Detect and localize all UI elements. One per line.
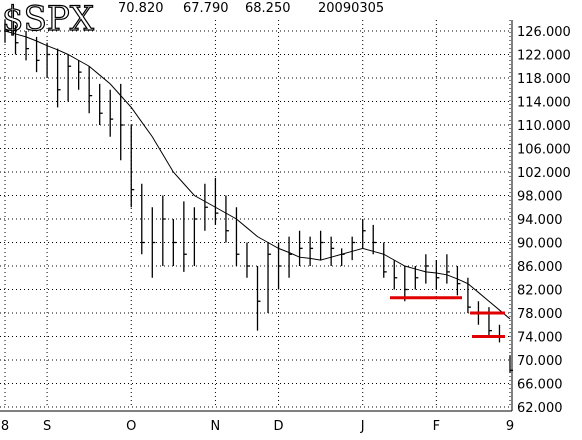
y-tick-label: 66.000: [517, 378, 563, 393]
x-tick-label: S: [43, 419, 51, 434]
y-tick-label: 78.000: [517, 307, 563, 322]
y-tick-label: 90.000: [517, 237, 563, 252]
y-tick-label: 106.000: [517, 143, 571, 158]
header-value: 20090305: [318, 1, 384, 16]
header-value: 68.250: [245, 1, 291, 16]
header-value: 67.790: [183, 1, 229, 16]
moving-average: [4, 30, 511, 320]
x-tick-label: O: [126, 419, 136, 434]
x-tick-label: J: [360, 419, 365, 434]
y-tick-label: 74.000: [517, 331, 563, 346]
x-tick-label: F: [433, 419, 440, 434]
y-tick-label: 98.000: [517, 190, 563, 205]
y-tick-label: 126.000: [517, 25, 571, 40]
x-tick-label: D: [274, 419, 284, 434]
x-tick-label: 9: [506, 419, 514, 434]
chart-title: $SPX: [2, 0, 95, 39]
y-tick-label: 114.000: [517, 96, 571, 111]
header-value: 70.820: [118, 1, 164, 16]
y-tick-label: 62.000: [517, 401, 563, 416]
y-tick-label: 86.000: [517, 260, 563, 275]
y-tick-label: 102.000: [517, 166, 571, 181]
y-tick-label: 122.000: [517, 49, 571, 64]
y-tick-label: 70.000: [517, 354, 563, 369]
x-tick-label: 8: [1, 419, 9, 434]
y-tick-label: 94.000: [517, 213, 563, 228]
y-tick-label: 110.000: [517, 119, 571, 134]
x-tick-label: N: [211, 419, 221, 434]
y-tick-label: 118.000: [517, 72, 571, 87]
y-tick-label: 82.000: [517, 284, 563, 299]
